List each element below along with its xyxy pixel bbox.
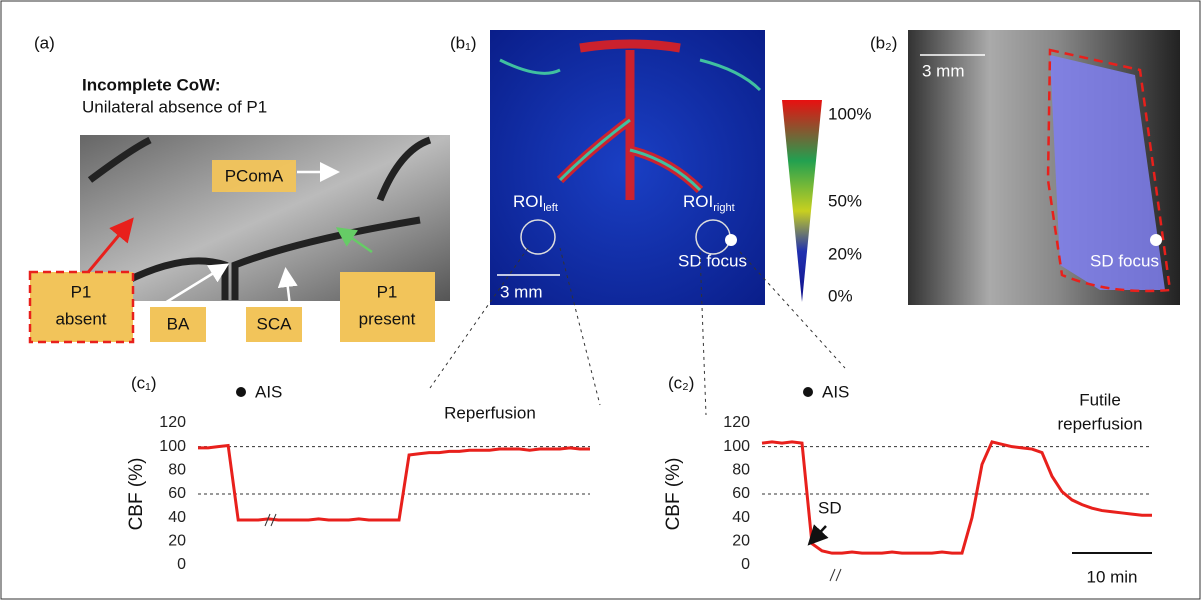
event-label: AIS (822, 382, 849, 401)
sd-arrow (811, 526, 826, 542)
y-tick-label: 0 (741, 556, 750, 573)
colorbar-label: 20% (828, 244, 862, 263)
label: PComA (225, 166, 284, 185)
y-tick-label: 120 (723, 414, 750, 431)
label: SCA (257, 314, 293, 333)
y-axis-label: CBF (%) (126, 458, 147, 531)
event-label: AIS (255, 382, 282, 401)
y-tick-label: 20 (168, 533, 186, 550)
panel-label: (a) (34, 33, 55, 52)
y-tick-label: 40 (168, 509, 186, 526)
sd-focus-dot (1150, 234, 1162, 246)
sd-label: SD (818, 498, 842, 517)
label: P1 (71, 282, 92, 301)
event-dot (236, 387, 246, 397)
scale-label: 10 min (1086, 567, 1137, 586)
phase-label: reperfusion (1057, 414, 1142, 433)
y-tick-label: 0 (177, 556, 186, 573)
panel-label: (b₂) (870, 33, 897, 52)
y-axis-label: CBF (%) (663, 458, 684, 531)
y-tick-label: 20 (732, 533, 750, 550)
y-tick-label: 60 (732, 485, 750, 502)
event-dot (803, 387, 813, 397)
panel-a: (a) Incomplete CoW: Unilateral absence o… (30, 33, 450, 342)
colorbar-label: 50% (828, 191, 862, 210)
page: {"panel_a": {"label": "(a)", "title": "I… (0, 0, 1202, 601)
subtitle: Unilateral absence of P1 (82, 97, 267, 116)
data-line (198, 445, 590, 520)
phase-label: Reperfusion (444, 403, 536, 422)
panel-b1: (b₁) ROIleft ROIright SD focus 3 mm 100%… (430, 30, 871, 415)
scale-label: 3 mm (500, 282, 543, 301)
panel-label: (b₁) (450, 33, 477, 52)
sd-focus-label: SD focus (678, 251, 747, 270)
label: present (359, 309, 416, 328)
panel-label: (c₂) (668, 373, 694, 392)
break-mark (830, 569, 835, 581)
panel-b2: (b₂) 3 mm SD focus (870, 30, 1180, 305)
scale-label: 3 mm (922, 61, 965, 80)
roi-text: ROI (683, 192, 713, 211)
y-tick-label: 100 (723, 438, 750, 455)
panel-label: (c₁) (131, 373, 157, 392)
colorbar-label: 0% (828, 286, 853, 305)
figure: (a) Incomplete CoW: Unilateral absence o… (0, 0, 1202, 601)
title: Incomplete CoW: (82, 75, 221, 94)
roi-sub: right (713, 202, 734, 214)
y-tick-label: 120 (159, 414, 186, 431)
y-tick-label: 60 (168, 485, 186, 502)
label: absent (55, 309, 106, 328)
y-tick-label: 80 (732, 462, 750, 479)
sd-focus-label: SD focus (1090, 251, 1159, 270)
y-tick-label: 40 (732, 509, 750, 526)
colorbar-label: 100% (828, 104, 871, 123)
phase-label: Futile (1079, 390, 1121, 409)
roi-sub: left (543, 202, 558, 214)
y-tick-label: 80 (168, 462, 186, 479)
y-tick-label: 100 (159, 438, 186, 455)
colorbar (782, 100, 822, 302)
sd-focus-dot (725, 234, 737, 246)
label: P1 (377, 282, 398, 301)
break-mark (836, 569, 841, 581)
roi-text: ROI (513, 192, 543, 211)
label: BA (167, 314, 190, 333)
